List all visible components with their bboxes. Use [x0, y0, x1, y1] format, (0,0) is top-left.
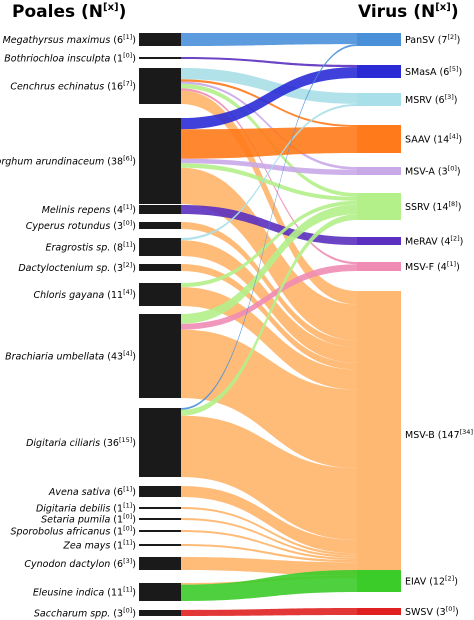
- node-brachiaria: [139, 314, 181, 398]
- flow-digitaria_c-PanSV: [181, 44, 357, 410]
- node-digitaria_c: [139, 408, 181, 477]
- node-dactyloctenium: [139, 264, 181, 271]
- flow-eragrostis-MSV-B: [181, 240, 357, 363]
- node-MSV-F: [357, 262, 401, 271]
- label-avena: Avena sativa (6[1]): [48, 485, 136, 498]
- flow-cenchrus-MSV-A: [181, 81, 357, 170]
- flow-cyperus-MSV-B: [181, 222, 357, 348]
- node-bothriochloa: [139, 57, 181, 59]
- node-megathyrsus: [139, 33, 181, 46]
- node-zea: [139, 544, 181, 546]
- label-EIAV: EIAV (12[2]): [405, 575, 458, 588]
- flow-sorghum-SAAV: [181, 127, 357, 159]
- virus-header: Virus (N[x]): [358, 2, 459, 22]
- label-cyperus: Cyperus rotundus (3[0]): [26, 219, 136, 232]
- label-MSV-A: MSV-A (3[0]): [405, 165, 461, 178]
- label-SAAV: SAAV (14[4]): [405, 133, 462, 146]
- node-SMasA: [357, 65, 401, 78]
- flow-eleusine-EIAV: [181, 570, 357, 601]
- label-saccharum: Saccharum spp. (3[0]): [34, 607, 136, 620]
- node-eragrostis: [139, 238, 181, 256]
- label-brachiaria: Brachiaria umbellata (43[4]): [5, 350, 136, 363]
- node-melinis: [139, 205, 181, 214]
- flow-cenchrus-MSV-B: [181, 90, 357, 305]
- label-SMasA: SMasA (6[5]): [405, 65, 462, 78]
- node-MeRAV: [357, 237, 401, 245]
- node-cenchrus: [139, 68, 181, 104]
- flow-cenchrus-MSV-F: [181, 88, 357, 265]
- label-SWSV: SWSV (3[0]): [405, 605, 459, 618]
- label-MSV-F: MSV-F (4[1]): [405, 260, 460, 273]
- poales-nodes: [139, 33, 181, 616]
- flow-chloris-SSRV: [181, 200, 357, 288]
- node-eleusine: [139, 583, 181, 601]
- label-melinis: Melinis repens (4[1]): [42, 203, 136, 216]
- node-setaria: [139, 518, 181, 520]
- flow-digitaria_c-MSV-B: [181, 415, 357, 540]
- flow-cenchrus-MSRV: [181, 68, 357, 104]
- node-sporobolus: [139, 530, 181, 532]
- flow-brachiaria-MSV-F: [181, 264, 357, 330]
- flow-bothriochloa-SMasA: [181, 57, 357, 68]
- label-zea: Zea mays (1[1]): [62, 539, 136, 552]
- label-setaria: Setaria pumila (1[0]): [41, 513, 136, 526]
- flow-links: [181, 33, 357, 616]
- node-SAAV: [357, 125, 401, 153]
- flow-sorghum-MSV-A: [181, 158, 357, 175]
- flow-chloris-MSV-B: [181, 287, 357, 390]
- node-saccharum: [139, 610, 181, 616]
- flow-brachiaria-MSV-B: [181, 329, 357, 469]
- label-digitaria_c: Digitaria ciliaris (36[15]): [26, 436, 136, 449]
- node-cyperus: [139, 222, 181, 229]
- node-PanSV: [357, 33, 401, 46]
- node-SSRV: [357, 193, 401, 220]
- node-cynodon: [139, 557, 181, 570]
- label-PanSV: PanSV (7[2]): [405, 33, 460, 46]
- node-MSV-B: [357, 291, 401, 578]
- flow-sporobolus-MSV-B: [181, 530, 357, 561]
- label-sporobolus: Sporobolus africanus (1[0]): [10, 525, 136, 538]
- label-SSRV: SSRV (14[8]): [405, 200, 461, 213]
- label-chloris: Chloris gayana (11[4]): [33, 288, 136, 301]
- label-eragrostis: Eragrostis sp. (8[1]): [46, 241, 136, 254]
- label-bothriochloa: Bothriochloa insculpta (1[0]): [4, 52, 136, 65]
- node-SWSV: [357, 608, 401, 615]
- node-digitaria_d: [139, 507, 181, 509]
- node-avena: [139, 486, 181, 497]
- label-MSRV: MSRV (6[3]): [405, 93, 458, 106]
- flow-setaria-MSV-B: [181, 518, 357, 558]
- flow-avena-MSV-B: [181, 486, 357, 554]
- poales-header: Poales (N[x]): [12, 2, 126, 22]
- flow-zea-MSV-B: [181, 544, 357, 563]
- label-MeRAV: MeRAV (4[2]): [405, 235, 463, 248]
- virus-nodes: [357, 33, 401, 615]
- label-megathyrsus: Megathyrsus maximus (6[1]): [3, 33, 136, 46]
- flow-digitaria_d-MSV-B: [181, 507, 357, 556]
- poales-labels: Megathyrsus maximus (6[1]) Bothriochloa i…: [0, 33, 136, 620]
- flow-cynodon-MSV-B: [181, 557, 357, 576]
- flow-eragrostis-MSRV: [181, 103, 357, 241]
- flow-sorghum-SSRV: [181, 163, 357, 201]
- node-MSV-A: [357, 167, 401, 175]
- label-cenchrus: Cenchrus echinatus (16[7]): [10, 80, 136, 93]
- label-MSV-B: MSV-B (147[34]): [405, 428, 474, 441]
- label-dactyloctenium: Dactyloctenium sp. (3[2]): [18, 261, 136, 274]
- node-sorghum: [139, 118, 181, 204]
- label-eleusine: Eleusine indica (11[1]): [33, 586, 136, 599]
- flow-saccharum-SWSV: [181, 608, 357, 616]
- flow-digitaria_c-SSRV: [181, 214, 357, 416]
- node-chloris: [139, 283, 181, 306]
- node-MSRV: [357, 93, 401, 106]
- label-sorghum: Sorghum arundinaceum (38[6]): [0, 155, 136, 168]
- flow-brachiaria-SSRV: [181, 204, 357, 324]
- label-cynodon: Cynodon dactylon (6[3]): [24, 557, 136, 570]
- virus-labels: PanSV (7[2]) SMasA (6[5]) MSRV (6[3]) SAAV …: [405, 33, 474, 618]
- label-digitaria_d: Digitaria debilis (1[1]): [36, 502, 136, 515]
- flow-megathyrsus-PanSV: [181, 33, 357, 46]
- node-EIAV: [357, 570, 401, 592]
